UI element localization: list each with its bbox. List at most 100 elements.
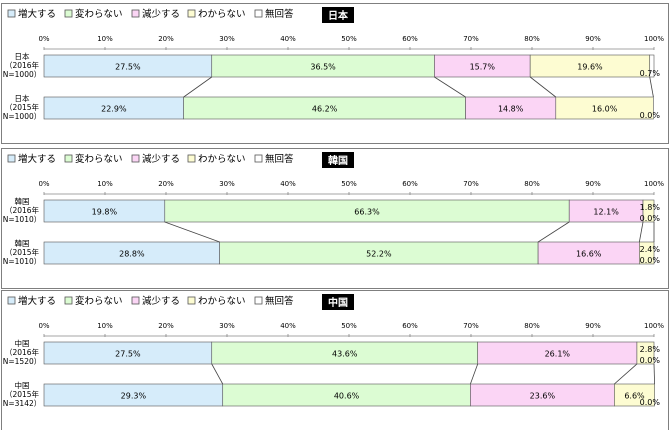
legend-label: 変わらない: [75, 8, 123, 20]
legend-swatch: [187, 154, 196, 163]
tick-label: 10%: [97, 322, 113, 330]
tick-label: 40%: [280, 35, 296, 43]
legend-label: 変わらない: [75, 153, 123, 165]
connector-line: [653, 363, 656, 385]
chart-title: 日本: [328, 9, 349, 22]
legend-swatch: [64, 9, 73, 18]
category-label: 韓国: [15, 196, 30, 206]
tick-label: 90%: [585, 180, 601, 188]
category-label: N=1000）: [3, 112, 41, 121]
data-label: 52.2%: [366, 250, 392, 259]
data-label: 0.0%: [640, 256, 661, 265]
chart-title: 韓国: [328, 154, 348, 167]
data-label: 27.5%: [115, 63, 141, 72]
data-label: 1.8%: [640, 203, 661, 212]
data-label: 12.1%: [593, 208, 619, 217]
legend-swatch: [187, 9, 196, 18]
data-label: 15.7%: [470, 63, 496, 72]
legend-swatch: [131, 296, 140, 305]
category-label: 日本: [15, 51, 30, 61]
data-label: 0.0%: [640, 214, 661, 223]
legend-swatch: [254, 9, 263, 18]
tick-label: 100%: [644, 35, 664, 43]
category-label: N=1010）: [3, 257, 41, 266]
legend-swatch: [187, 296, 196, 305]
legend-swatch: [64, 296, 73, 305]
data-label: 19.8%: [92, 208, 118, 217]
tick-label: 20%: [158, 35, 174, 43]
data-label: 27.5%: [115, 350, 141, 359]
legend-swatch: [7, 154, 16, 163]
data-label: 0.0%: [640, 356, 661, 365]
category-label: （2016年: [5, 347, 40, 357]
category-label: N=1000）: [3, 70, 41, 79]
legend-label: 無回答: [265, 295, 294, 307]
legend-swatch: [254, 154, 263, 163]
tick-label: 100%: [644, 322, 664, 330]
category-label: 韓国: [15, 238, 30, 248]
tick-label: 30%: [219, 322, 235, 330]
data-label: 2.8%: [640, 345, 661, 354]
tick-label: 10%: [97, 35, 113, 43]
data-label: 16.0%: [592, 105, 618, 114]
tick-label: 40%: [280, 180, 296, 188]
tick-label: 20%: [158, 322, 174, 330]
connector-line: [638, 221, 644, 243]
bar-segment: [636, 341, 655, 365]
title-badge: [322, 152, 354, 168]
legend-label: わからない: [198, 296, 246, 307]
tick-label: 40%: [280, 322, 296, 330]
data-label: 0.7%: [640, 69, 661, 78]
legend: 増大する 変わらない 減少する わからない 無回答: [7, 295, 294, 307]
data-label: 6.6%: [624, 392, 645, 401]
category-label: N=3142）: [3, 399, 41, 408]
data-label: 36.5%: [310, 63, 336, 72]
connector-line: [529, 76, 557, 98]
chart-panel-3: 増大する 変わらない 減少する わからない 無回答 中国0% 10% 20% 30% 40% 50%…: [1, 290, 669, 430]
category-label: 中国: [15, 380, 30, 390]
legend-label: 減少する: [142, 295, 180, 307]
bar-segment: [614, 383, 655, 407]
category-label: 中国: [15, 338, 30, 348]
legend-label: 減少する: [142, 8, 180, 20]
legend-swatch: [254, 296, 263, 305]
bar-segment: [555, 96, 654, 120]
legend-label: 増大する: [18, 8, 56, 20]
legend-label: わからない: [198, 154, 246, 165]
title-badge: [322, 294, 354, 310]
data-label: 40.6%: [334, 392, 360, 401]
tick-label: 60%: [402, 35, 418, 43]
legend-swatch: [131, 9, 140, 18]
legend-swatch: [131, 154, 140, 163]
title-badge: [322, 7, 354, 23]
legend-label: 増大する: [18, 153, 56, 165]
data-label: 16.6%: [576, 250, 602, 259]
data-label: 0.0%: [640, 111, 661, 120]
data-label: 19.6%: [577, 63, 603, 72]
tick-label: 90%: [585, 35, 601, 43]
category-label: 日本: [15, 93, 30, 103]
connector-line: [211, 363, 224, 385]
tick-label: 20%: [158, 180, 174, 188]
bar-segment: [639, 241, 655, 265]
tick-label: 100%: [644, 180, 664, 188]
tick-label: 0%: [38, 322, 49, 330]
legend-label: 変わらない: [75, 295, 123, 307]
legend-label: 増大する: [18, 295, 56, 307]
category-label: （2015年: [5, 389, 40, 399]
connector-line: [649, 76, 654, 98]
legend-swatch: [64, 154, 73, 163]
tick-label: 60%: [402, 180, 418, 188]
tick-label: 90%: [585, 322, 601, 330]
data-label: 14.8%: [498, 105, 524, 114]
legend-label: 減少する: [142, 153, 180, 165]
data-label: 23.6%: [530, 392, 556, 401]
connector-line: [470, 363, 479, 385]
legend-label: わからない: [198, 9, 246, 20]
connector-line: [537, 221, 570, 243]
data-label: 0.0%: [640, 398, 661, 407]
bar-segment: [649, 54, 655, 78]
tick-label: 10%: [97, 180, 113, 188]
category-label: （2016年: [5, 205, 40, 215]
